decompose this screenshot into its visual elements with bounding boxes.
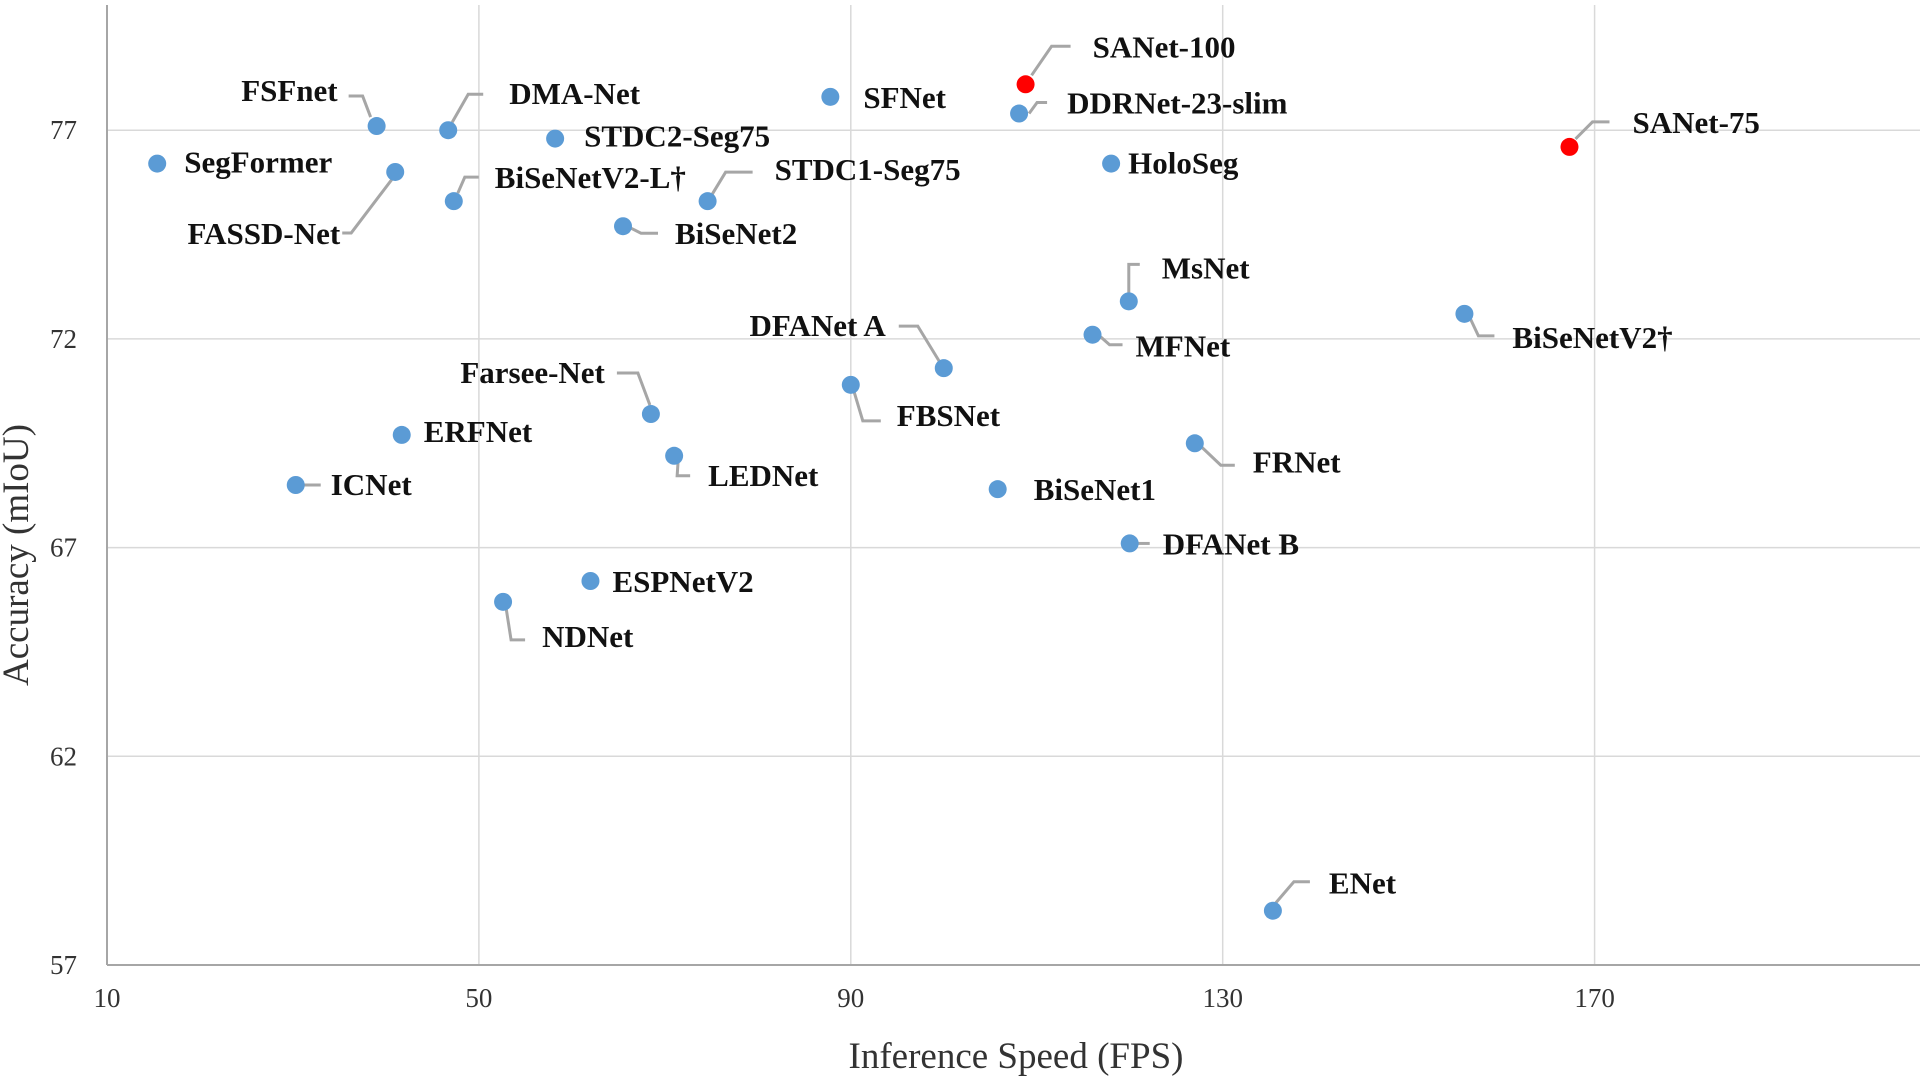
point-frnet bbox=[1185, 434, 1204, 453]
leader-line-bisenetv2 bbox=[1469, 318, 1495, 338]
leader-line-msnet bbox=[1127, 262, 1140, 294]
label-sfnet: SFNet bbox=[863, 80, 946, 115]
leader-line-fassd-net bbox=[342, 178, 394, 235]
point-erfnet bbox=[392, 425, 411, 444]
point-stdc2-seg75 bbox=[546, 129, 565, 148]
label-lednet: LEDNet bbox=[708, 458, 819, 493]
point-mfnet bbox=[1083, 325, 1102, 344]
label-bisenetv2: BiSeNetV2† bbox=[1512, 320, 1672, 355]
leader-line-dma-net bbox=[450, 92, 484, 123]
label-dfanet-a: DFANet A bbox=[749, 308, 886, 343]
label-bisenet1: BiSeNet1 bbox=[1034, 472, 1156, 507]
point-lednet bbox=[665, 446, 684, 465]
y-tick-label-2: 67 bbox=[50, 533, 77, 563]
point-bisenet2 bbox=[614, 217, 633, 236]
point-sfnet bbox=[821, 87, 840, 106]
leader-line-ndnet bbox=[504, 607, 526, 642]
label-fassd-net: FASSD-Net bbox=[188, 216, 341, 251]
label-fbsnet: FBSNet bbox=[897, 398, 1001, 433]
y-tick-label-1: 62 bbox=[50, 741, 77, 771]
leader-line-sanet-75 bbox=[1574, 120, 1610, 140]
label-bisenet2: BiSeNet2 bbox=[675, 216, 797, 251]
point-ddrnet-23-slim bbox=[1010, 104, 1029, 123]
point-segformer bbox=[148, 154, 167, 173]
data-points bbox=[148, 75, 1579, 920]
point-fbsnet bbox=[841, 375, 860, 394]
point-dfanet-a bbox=[934, 359, 953, 378]
point-espnetv2 bbox=[581, 572, 600, 590]
point-farsee-net bbox=[641, 405, 660, 424]
label-erfnet: ERFNet bbox=[424, 414, 533, 449]
label-holoseg: HoloSeg bbox=[1128, 146, 1239, 181]
axes: 10 50 90 130 170 57 62 67 72 77 bbox=[50, 5, 1920, 1013]
label-stdc2-seg75: STDC2-Seg75 bbox=[584, 119, 770, 154]
y-tick-label-0: 57 bbox=[50, 950, 77, 980]
leader-line-frnet bbox=[1199, 445, 1235, 467]
x-tick-label-3: 130 bbox=[1202, 983, 1243, 1013]
leader-line-lednet bbox=[675, 460, 691, 478]
leader-lines bbox=[303, 44, 1610, 904]
leader-line-fbsnet bbox=[852, 390, 881, 423]
point-sanet-75 bbox=[1560, 137, 1579, 156]
gridlines bbox=[107, 5, 1920, 965]
leader-line-mfnet bbox=[1099, 335, 1123, 347]
point-fassd-net bbox=[386, 162, 405, 181]
y-axis-title: Accuracy (mIoU) bbox=[0, 424, 37, 686]
label-fsfnet: FSFnet bbox=[241, 73, 338, 108]
label-sanet-75: SANet-75 bbox=[1632, 105, 1759, 140]
point-bisenet1 bbox=[988, 480, 1007, 499]
point-sanet-100 bbox=[1016, 75, 1035, 94]
leader-line-dfanet-a bbox=[898, 324, 942, 363]
x-tick-label-4: 170 bbox=[1574, 983, 1615, 1013]
point-bisenetv2-l bbox=[444, 192, 463, 211]
label-mfnet: MFNet bbox=[1136, 329, 1231, 364]
point-icnet bbox=[286, 476, 305, 494]
label-bisenetv2-l: BiSeNetV2-L† bbox=[495, 160, 686, 195]
label-enet: ENet bbox=[1329, 866, 1397, 901]
leader-line-bisenetv2-l bbox=[456, 175, 479, 194]
leader-line-bisenet2 bbox=[630, 226, 659, 235]
y-tick-label-3: 72 bbox=[50, 324, 77, 354]
point-labels: SegFormer FSFnet FASSD-Net DMA-Net BiSeNetV2… bbox=[184, 29, 1760, 900]
point-bisenetv2 bbox=[1455, 304, 1474, 323]
point-fsfnet bbox=[367, 117, 386, 136]
label-segformer: SegFormer bbox=[184, 145, 332, 180]
leader-line-sanet-100 bbox=[1030, 44, 1071, 77]
label-farsee-net: Farsee-Net bbox=[460, 355, 605, 390]
y-tick-label-4: 77 bbox=[50, 115, 77, 145]
label-sanet-100: SANet-100 bbox=[1093, 29, 1236, 64]
leader-line-fsfnet bbox=[348, 94, 373, 118]
label-espnetv2: ESPNetV2 bbox=[612, 564, 753, 599]
point-msnet bbox=[1119, 292, 1138, 311]
leader-line-enet bbox=[1274, 880, 1310, 904]
label-stdc1-seg75: STDC1-Seg75 bbox=[775, 152, 961, 187]
leader-line-ddrnet-23-slim bbox=[1027, 101, 1048, 115]
x-tick-label-1: 50 bbox=[465, 983, 492, 1013]
leader-line-stdc1-seg75 bbox=[710, 170, 753, 196]
point-ndnet bbox=[494, 592, 513, 611]
x-tick-label-2: 90 bbox=[837, 983, 864, 1013]
x-tick-label-0: 10 bbox=[94, 983, 121, 1013]
label-msnet: MsNet bbox=[1162, 250, 1250, 285]
leader-line-farsee-net bbox=[616, 371, 652, 406]
point-stdc1-seg75 bbox=[698, 192, 717, 211]
point-enet bbox=[1263, 901, 1282, 920]
label-ddrnet-23-slim: DDRNet-23-slim bbox=[1067, 86, 1288, 121]
label-ndnet: NDNet bbox=[542, 619, 634, 654]
label-dfanet-b: DFANet B bbox=[1163, 526, 1299, 561]
label-icnet: ICNet bbox=[331, 467, 413, 502]
point-holoseg bbox=[1102, 154, 1121, 173]
label-dma-net: DMA-Net bbox=[509, 76, 641, 111]
x-axis-title: Inference Speed (FPS) bbox=[849, 1036, 1184, 1077]
label-frnet: FRNet bbox=[1253, 444, 1341, 479]
point-dfanet-b bbox=[1120, 534, 1139, 553]
point-dma-net bbox=[439, 121, 458, 140]
